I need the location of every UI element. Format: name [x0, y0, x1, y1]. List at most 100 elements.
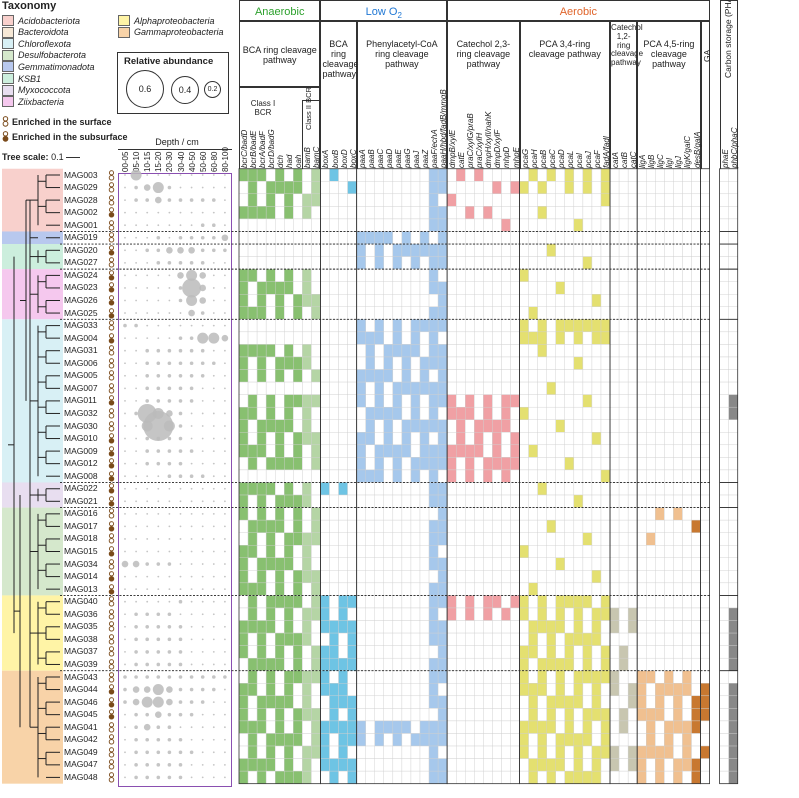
- abundance-bubble: [212, 726, 215, 729]
- abundance-bubble: [124, 425, 126, 427]
- abundance-bubble: [124, 512, 126, 515]
- surface-marker-icon: [108, 772, 115, 783]
- abundance-bubble: [168, 500, 171, 503]
- abundance-bubble: [168, 174, 171, 176]
- abundance-bubble: [190, 600, 193, 603]
- abundance-bubble: [167, 650, 172, 654]
- taxon-legend-item: Alphaproteobacteria: [118, 15, 215, 26]
- abundance-bubble: [212, 588, 215, 591]
- abundance-bubble: [190, 211, 193, 214]
- subsurface-marker-icon: [108, 445, 115, 457]
- abundance-bubble: [200, 248, 205, 253]
- abundance-bubble: [156, 625, 161, 629]
- surface-marker-icon: [108, 533, 115, 544]
- abundance-bubble: [189, 700, 194, 704]
- mag-label: MAG042: [64, 734, 98, 745]
- enriched-subsurface-legend: Enriched in the subsurface: [2, 131, 128, 142]
- surface-marker-icon: [2, 116, 9, 127]
- abundance-bubble: [201, 588, 204, 591]
- abundance-bubble: [157, 224, 160, 227]
- abundance-bubble: [146, 287, 149, 289]
- surface-marker-icon: [108, 621, 115, 632]
- subsurface-marker-icon: [108, 583, 115, 595]
- abundance-bubble: [212, 500, 215, 503]
- abundance-bubble: [124, 186, 126, 189]
- abundance-bubble: [124, 638, 126, 641]
- abundance-bubble: [189, 235, 194, 240]
- abundance-bubble: [224, 701, 226, 703]
- abundance-bubble: [224, 588, 226, 591]
- taxon-swatch: [118, 15, 130, 26]
- subsurface-marker-icon: [108, 433, 115, 444]
- abundance-bubble: [178, 763, 183, 767]
- abundance-bubble: [124, 738, 126, 741]
- mag-label: MAG017: [64, 520, 98, 531]
- abundance-bubble: [156, 612, 161, 617]
- abundance-bubble: [135, 224, 138, 227]
- abundance-bubble: [152, 182, 164, 194]
- abundance-bubble: [212, 387, 215, 390]
- abundance-bubble: [224, 287, 226, 289]
- abundance-bubble: [201, 512, 204, 515]
- abundance-bubble: [200, 311, 205, 315]
- abundance-bubble: [201, 550, 204, 553]
- abundance-bubble: [178, 474, 183, 479]
- abundance-bubble: [124, 713, 126, 716]
- abundance-bubble: [135, 450, 138, 452]
- surface-marker-icon: [108, 169, 115, 181]
- abundance-bubble: [178, 675, 183, 679]
- surface-marker-icon: [108, 634, 115, 645]
- taxon-swatch: [2, 15, 14, 26]
- abundance-bubble: [190, 738, 193, 741]
- abundance-bubble: [212, 738, 215, 741]
- subsurface-marker-icon: [2, 131, 9, 142]
- abundance-bubble: [212, 525, 215, 528]
- taxon-legend-item: Myxococcota: [2, 84, 71, 96]
- mag-label: MAG007: [64, 382, 98, 393]
- taxon-name: Gemmatimonadota: [18, 61, 95, 72]
- taxon-legend-item: Acidobacteriota: [2, 15, 80, 26]
- abundance-bubble: [156, 361, 161, 366]
- tree-scale-label: Tree scale:: [2, 152, 49, 162]
- abundance-bubble: [124, 349, 126, 352]
- abundance-bubble: [135, 600, 138, 603]
- abundance-bubble: [212, 437, 215, 440]
- abundance-bubble: [201, 525, 204, 528]
- surface-marker-icon: [108, 219, 115, 231]
- abundance-bubble: [190, 663, 193, 666]
- abundance-bubble: [124, 776, 126, 779]
- abundance-bubble: [135, 299, 138, 302]
- abundance-bubble: [135, 475, 138, 478]
- abundance-bubble: [135, 274, 138, 277]
- subsurface-marker-icon: [108, 295, 115, 306]
- abundance-bubble: [132, 560, 140, 568]
- mag-label: MAG014: [64, 571, 98, 582]
- abundance-bubble: [178, 637, 183, 642]
- abundance-bubble: [123, 675, 127, 679]
- abundance-bubble: [224, 663, 226, 666]
- subsurface-marker-icon: [108, 521, 115, 532]
- abundance-bubble: [190, 174, 193, 176]
- abundance-bubble: [200, 348, 205, 353]
- abundance-circle-small: 0.2: [204, 81, 221, 98]
- abundance-bubble: [223, 675, 227, 679]
- abundance-bubble: [135, 550, 138, 553]
- abundance-bubble: [224, 713, 226, 716]
- abundance-bubble: [179, 613, 182, 616]
- abundance-bubble: [188, 309, 195, 317]
- subsurface-marker-icon: [108, 332, 115, 344]
- abundance-bubble: [224, 261, 226, 264]
- taxon-name: KSB1: [18, 73, 42, 84]
- mag-label: MAG019: [64, 232, 98, 243]
- abundance-bubble: [224, 437, 226, 440]
- abundance-bubble: [224, 374, 226, 377]
- abundance-bubble: [201, 450, 204, 452]
- abundance-bubble: [200, 361, 205, 366]
- abundance-bubble: [145, 763, 149, 767]
- abundance-bubble: [201, 575, 204, 578]
- abundance-bubble: [178, 198, 183, 202]
- abundance-bubble: [224, 299, 226, 302]
- subsurface-marker-icon: [108, 307, 115, 319]
- abundance-bubble: [156, 750, 161, 755]
- abundance-bubble: [179, 726, 182, 729]
